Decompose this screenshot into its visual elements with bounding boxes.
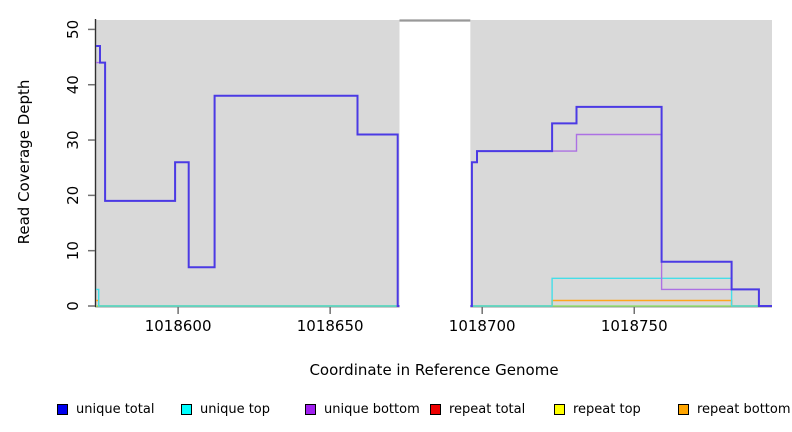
y-tick-label-20: 20 bbox=[64, 186, 82, 205]
x-tick-label-1018600: 1018600 bbox=[145, 317, 212, 335]
legend: unique total unique top unique bottom repea… bbox=[0, 401, 792, 425]
series-line-unique-top bbox=[96, 277, 772, 307]
legend-swatch-repeat-bottom bbox=[678, 404, 689, 415]
y-tick-label-30: 30 bbox=[64, 130, 82, 149]
y-tick-label-40: 40 bbox=[64, 75, 82, 94]
legend-label-unique-top: unique top bbox=[200, 402, 271, 417]
legend-label-repeat-top: repeat top bbox=[573, 402, 641, 417]
legend-label-repeat-bottom: repeat bottom bbox=[697, 402, 791, 417]
legend-label-unique-bottom: unique bottom bbox=[324, 402, 420, 417]
legend-swatch-repeat-total bbox=[430, 404, 441, 415]
x-tick-label-1018650: 1018650 bbox=[297, 317, 364, 335]
x-tick-label-1018750: 1018750 bbox=[601, 317, 668, 335]
legend-swatch-repeat-top bbox=[554, 404, 565, 415]
x-axis-title: Coordinate in Reference Genome bbox=[309, 361, 559, 379]
masked-gap-region bbox=[399, 19, 471, 311]
legend-swatch-unique-top bbox=[181, 404, 192, 415]
y-tick-label-0: 0 bbox=[64, 301, 82, 311]
x-tick-label-1018700: 1018700 bbox=[449, 317, 516, 335]
legend-label-unique-total: unique total bbox=[76, 402, 155, 417]
y-tick-label-10: 10 bbox=[64, 241, 82, 260]
legend-swatch-unique-total bbox=[57, 404, 68, 415]
y-axis-title: Read Coverage Depth bbox=[15, 79, 33, 245]
legend-label-repeat-total: repeat total bbox=[449, 402, 526, 417]
y-tick-label-50: 50 bbox=[64, 20, 82, 39]
legend-swatch-unique-bottom bbox=[305, 404, 316, 415]
